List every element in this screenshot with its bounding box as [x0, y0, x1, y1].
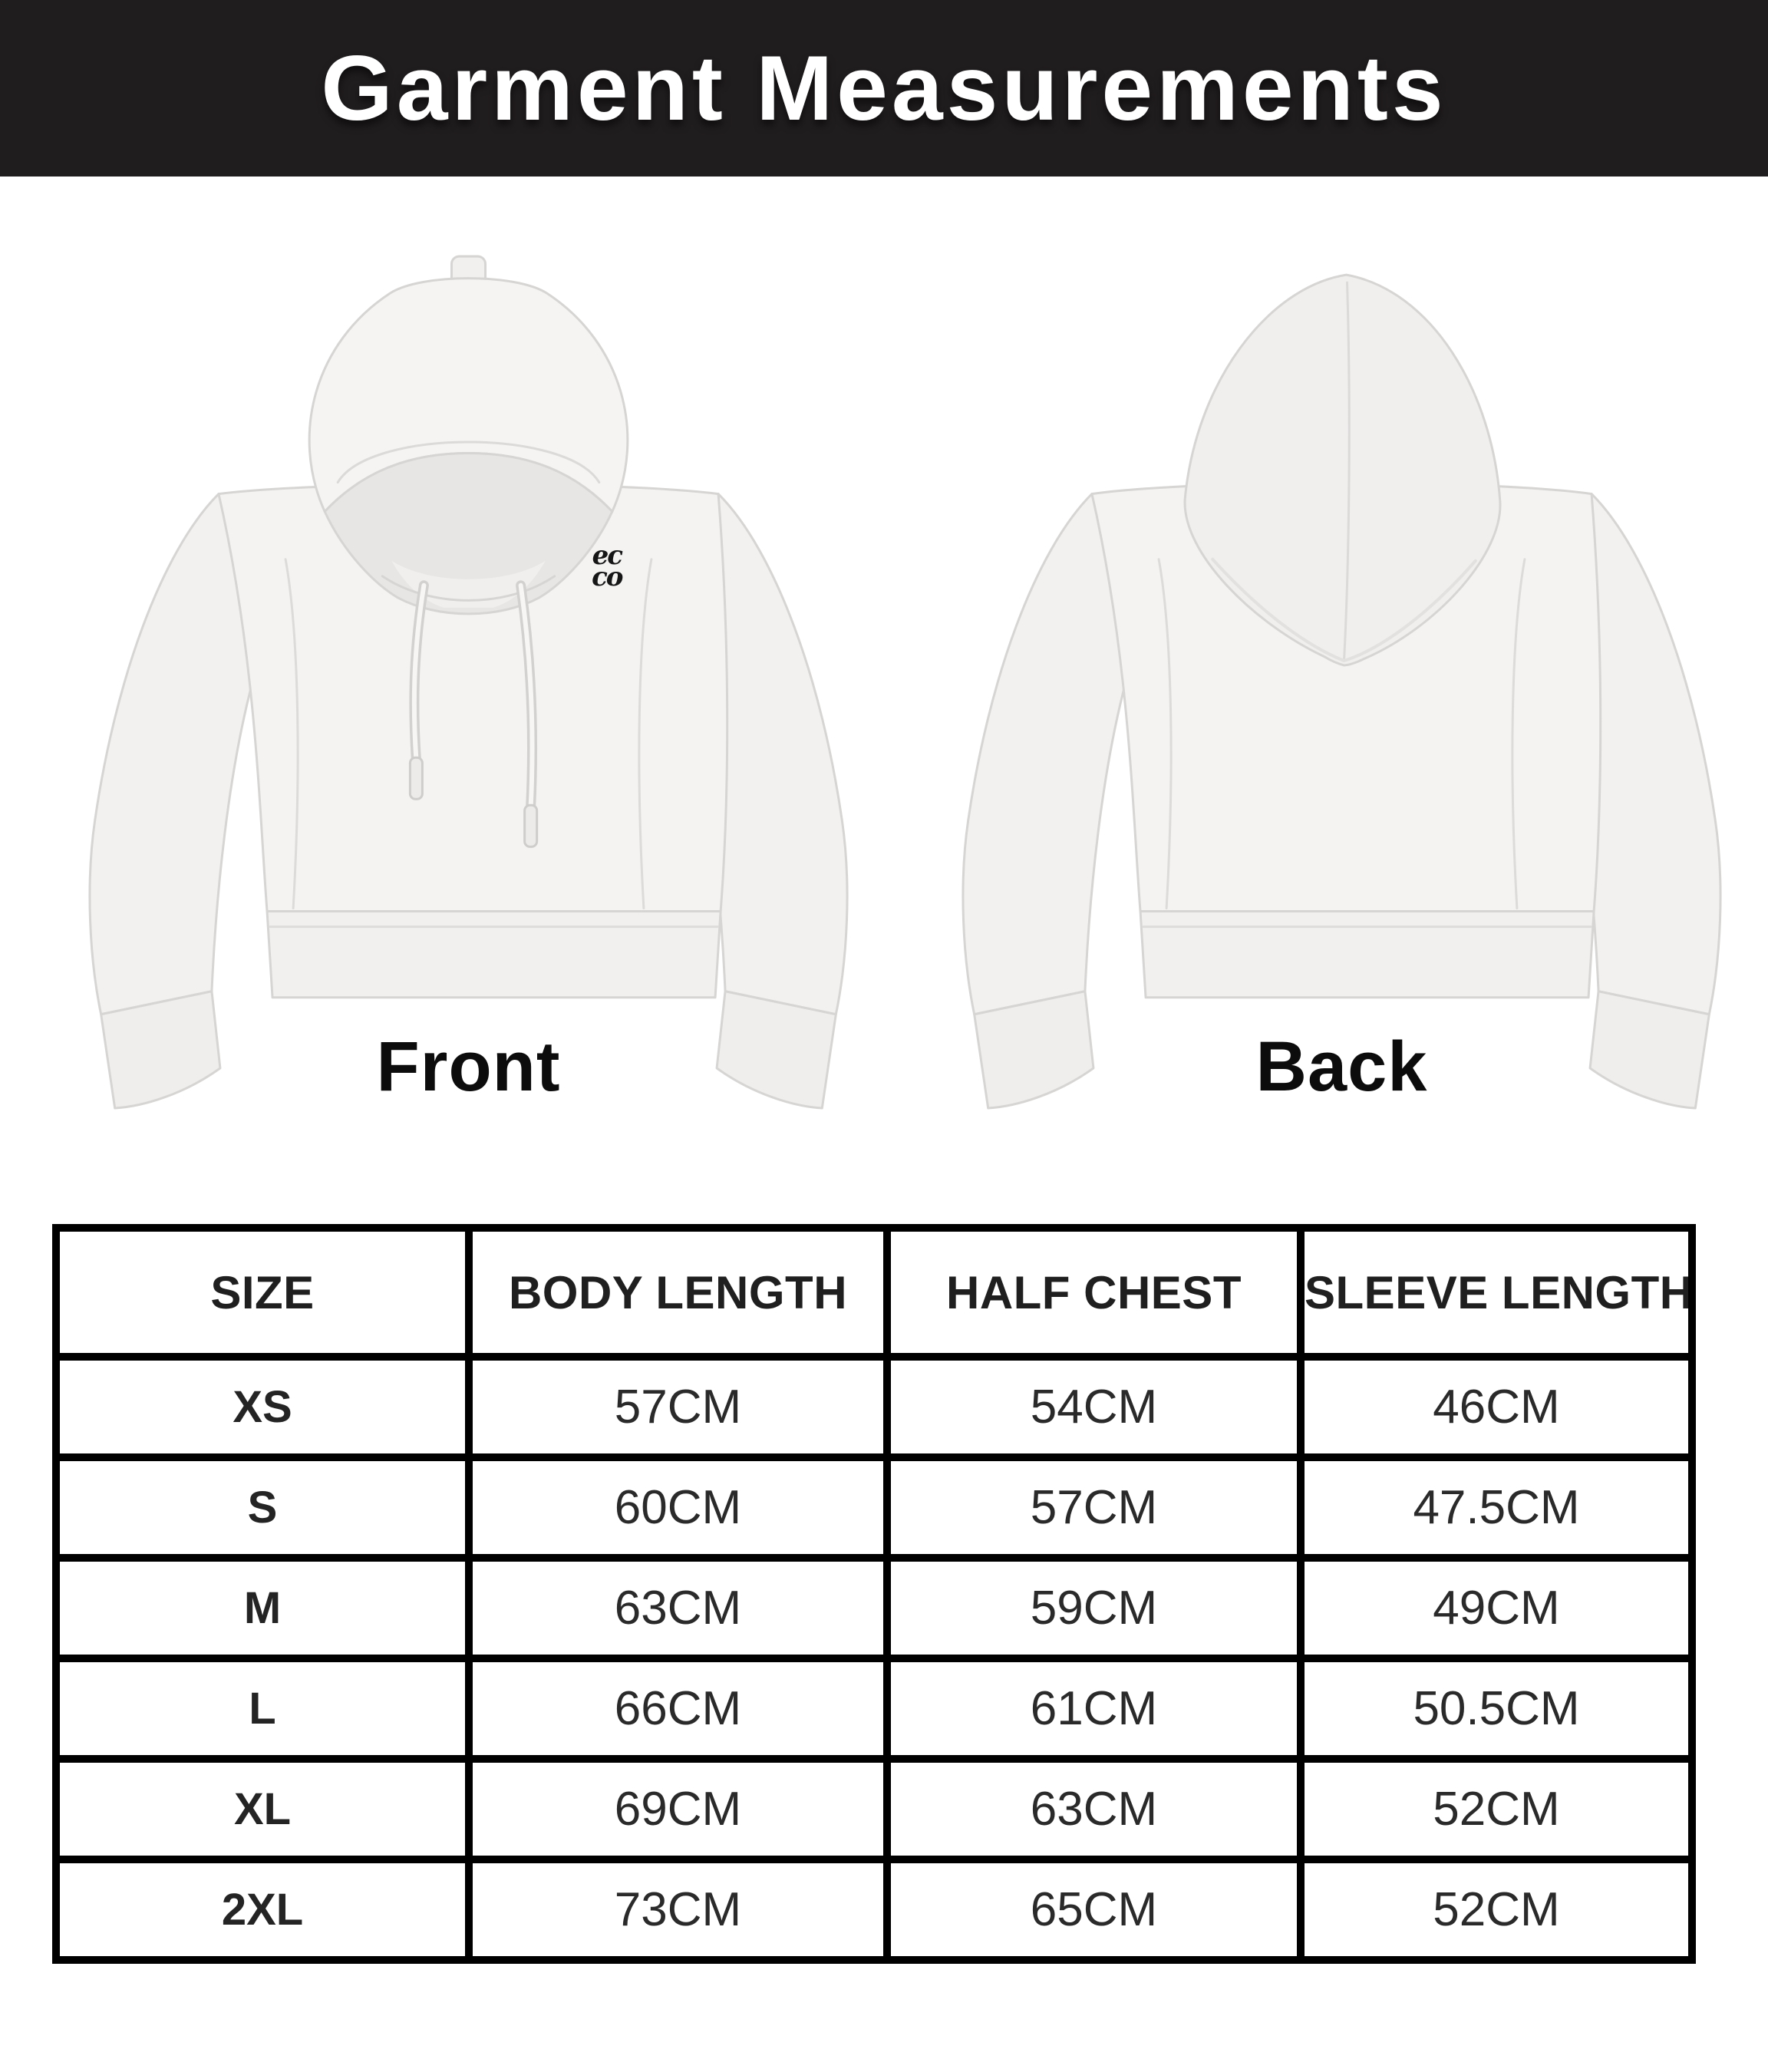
left-aglet [408, 756, 424, 800]
back-left-cuff [973, 990, 1095, 1110]
half-chest-cell: 54CM [883, 1353, 1305, 1461]
column-header-half-chest: HALF CHEST [883, 1224, 1305, 1361]
body-length-cell: 69CM [465, 1755, 891, 1863]
size-cell: M [52, 1554, 473, 1662]
hood-inner [323, 452, 614, 615]
sleeve-length-cell: 49CM [1297, 1554, 1696, 1662]
front-right-cuff [715, 990, 837, 1110]
header-bar: Garment Measurements [0, 0, 1768, 177]
back-hood-drape [1183, 273, 1502, 667]
size-cell: XS [52, 1353, 473, 1461]
body-length-cell: 63CM [465, 1554, 891, 1662]
hood-edge-shadow [1211, 557, 1477, 662]
sleeve-length-cell: 52CM [1297, 1856, 1696, 1964]
table-row-s: S 60CM 57CM 47.5CM [52, 1453, 1696, 1562]
column-header-body-length: BODY LENGTH [465, 1224, 891, 1361]
half-chest-cell: 57CM [883, 1453, 1305, 1562]
hood-center-seam [1343, 281, 1351, 662]
half-chest-cell: 61CM [883, 1655, 1305, 1763]
left-drawstring-highlight [411, 582, 427, 762]
front-hem-band [266, 910, 722, 999]
table-row-m: M 63CM 59CM 49CM [52, 1554, 1696, 1662]
brand-logo: ec co [592, 540, 625, 592]
half-chest-cell: 65CM [883, 1856, 1305, 1964]
size-cell: XL [52, 1755, 473, 1863]
half-chest-cell: 63CM [883, 1755, 1305, 1863]
front-left-cuff [100, 990, 222, 1110]
table-row-xs: XS 57CM 54CM 46CM [52, 1353, 1696, 1461]
back-right-cuff [1588, 990, 1710, 1110]
hood-fold-seam [336, 440, 601, 484]
body-length-cell: 73CM [465, 1856, 891, 1964]
front-label: Front [376, 1028, 561, 1106]
table-row-2xl: 2XL 73CM 65CM 52CM [52, 1856, 1696, 1964]
right-armhole-seam [638, 558, 653, 910]
sleeve-length-cell: 52CM [1297, 1755, 1696, 1863]
sleeve-length-cell: 47.5CM [1297, 1453, 1696, 1562]
size-cell: S [52, 1453, 473, 1562]
body-length-cell: 57CM [465, 1353, 891, 1461]
column-header-size: SIZE [52, 1224, 473, 1361]
drawcord-channel-seam [381, 575, 556, 602]
sleeve-length-cell: 50.5CM [1297, 1655, 1696, 1763]
right-aglet [523, 803, 539, 848]
brand-logo-line2: co [592, 562, 623, 592]
back-right-armhole-seam [1511, 558, 1526, 910]
brand-logo-line1: ec [592, 540, 624, 571]
body-length-cell: 66CM [465, 1655, 891, 1763]
header-row: SIZE BODY LENGTH HALF CHEST SLEEVE LENGT… [52, 1224, 1696, 1361]
back-left-armhole-seam [1157, 558, 1173, 910]
column-header-sleeve-length: SLEEVE LENGTH [1297, 1224, 1696, 1361]
table-row-l: L 66CM 61CM 50.5CM [52, 1655, 1696, 1763]
page-title: Garment Measurements [321, 37, 1447, 140]
size-cell: 2XL [52, 1856, 473, 1964]
body-length-cell: 60CM [465, 1453, 891, 1562]
front-hoodie-image: ec co [88, 255, 849, 1110]
back-hem-band [1139, 910, 1595, 999]
back-hoodie-image [962, 273, 1722, 1110]
sleeve-length-cell: 46CM [1297, 1353, 1696, 1461]
back-label: Back [1255, 1028, 1428, 1106]
size-cell: L [52, 1655, 473, 1763]
half-chest-cell: 59CM [883, 1554, 1305, 1662]
back-left-sleeve [962, 493, 1160, 1016]
left-armhole-seam [284, 558, 299, 910]
front-left-sleeve [88, 493, 287, 1016]
table-row-xl: XL 69CM 63CM 52CM [52, 1755, 1696, 1863]
size-chart-table: SIZE BODY LENGTH HALF CHEST SLEEVE LENGT… [52, 1224, 1696, 1964]
right-drawstring-highlight [518, 582, 535, 810]
